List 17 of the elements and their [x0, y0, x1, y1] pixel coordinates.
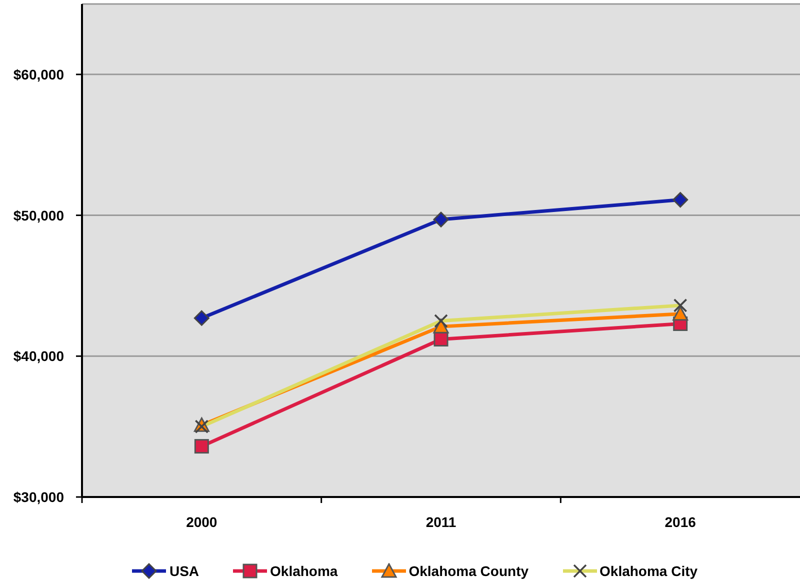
point — [672, 192, 688, 208]
y-tick-label: $50,000 — [13, 207, 64, 224]
y-tick-label: $60,000 — [13, 66, 64, 82]
point — [194, 310, 210, 326]
y-tick-label: $40,000 — [13, 348, 64, 364]
x-tick-label: 2000 — [186, 514, 218, 530]
legend-label: Oklahoma County — [408, 563, 529, 579]
point — [434, 332, 448, 346]
x-tick-label: 2016 — [664, 514, 696, 530]
legend-label: Oklahoma City — [600, 563, 698, 579]
point — [672, 306, 688, 321]
point — [433, 212, 449, 228]
legend-label: Oklahoma — [270, 563, 338, 579]
legend-label: USA — [169, 563, 200, 579]
y-tick-label: $30,000 — [13, 488, 64, 505]
x-tick-label: 2011 — [426, 514, 456, 530]
point — [194, 439, 209, 454]
